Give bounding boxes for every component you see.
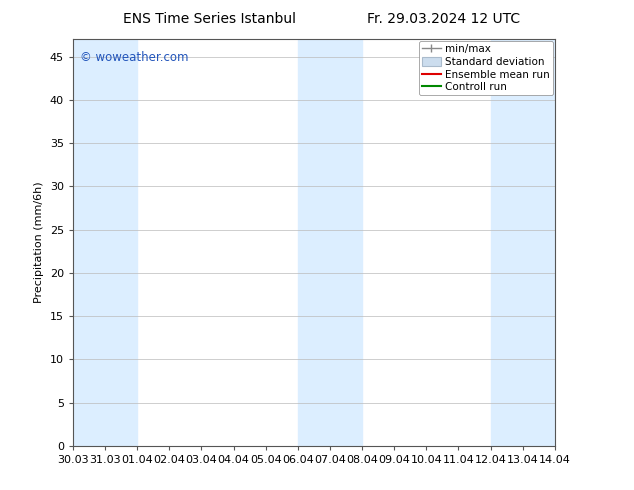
Y-axis label: Precipitation (mm/6h): Precipitation (mm/6h): [34, 182, 44, 303]
Text: Fr. 29.03.2024 12 UTC: Fr. 29.03.2024 12 UTC: [367, 12, 521, 26]
Legend: min/max, Standard deviation, Ensemble mean run, Controll run: min/max, Standard deviation, Ensemble me…: [418, 41, 553, 96]
Text: © woweather.com: © woweather.com: [80, 51, 189, 64]
Bar: [298, 39, 362, 446]
Text: ENS Time Series Istanbul: ENS Time Series Istanbul: [123, 12, 295, 26]
Bar: [73, 39, 137, 446]
Bar: [491, 39, 555, 446]
